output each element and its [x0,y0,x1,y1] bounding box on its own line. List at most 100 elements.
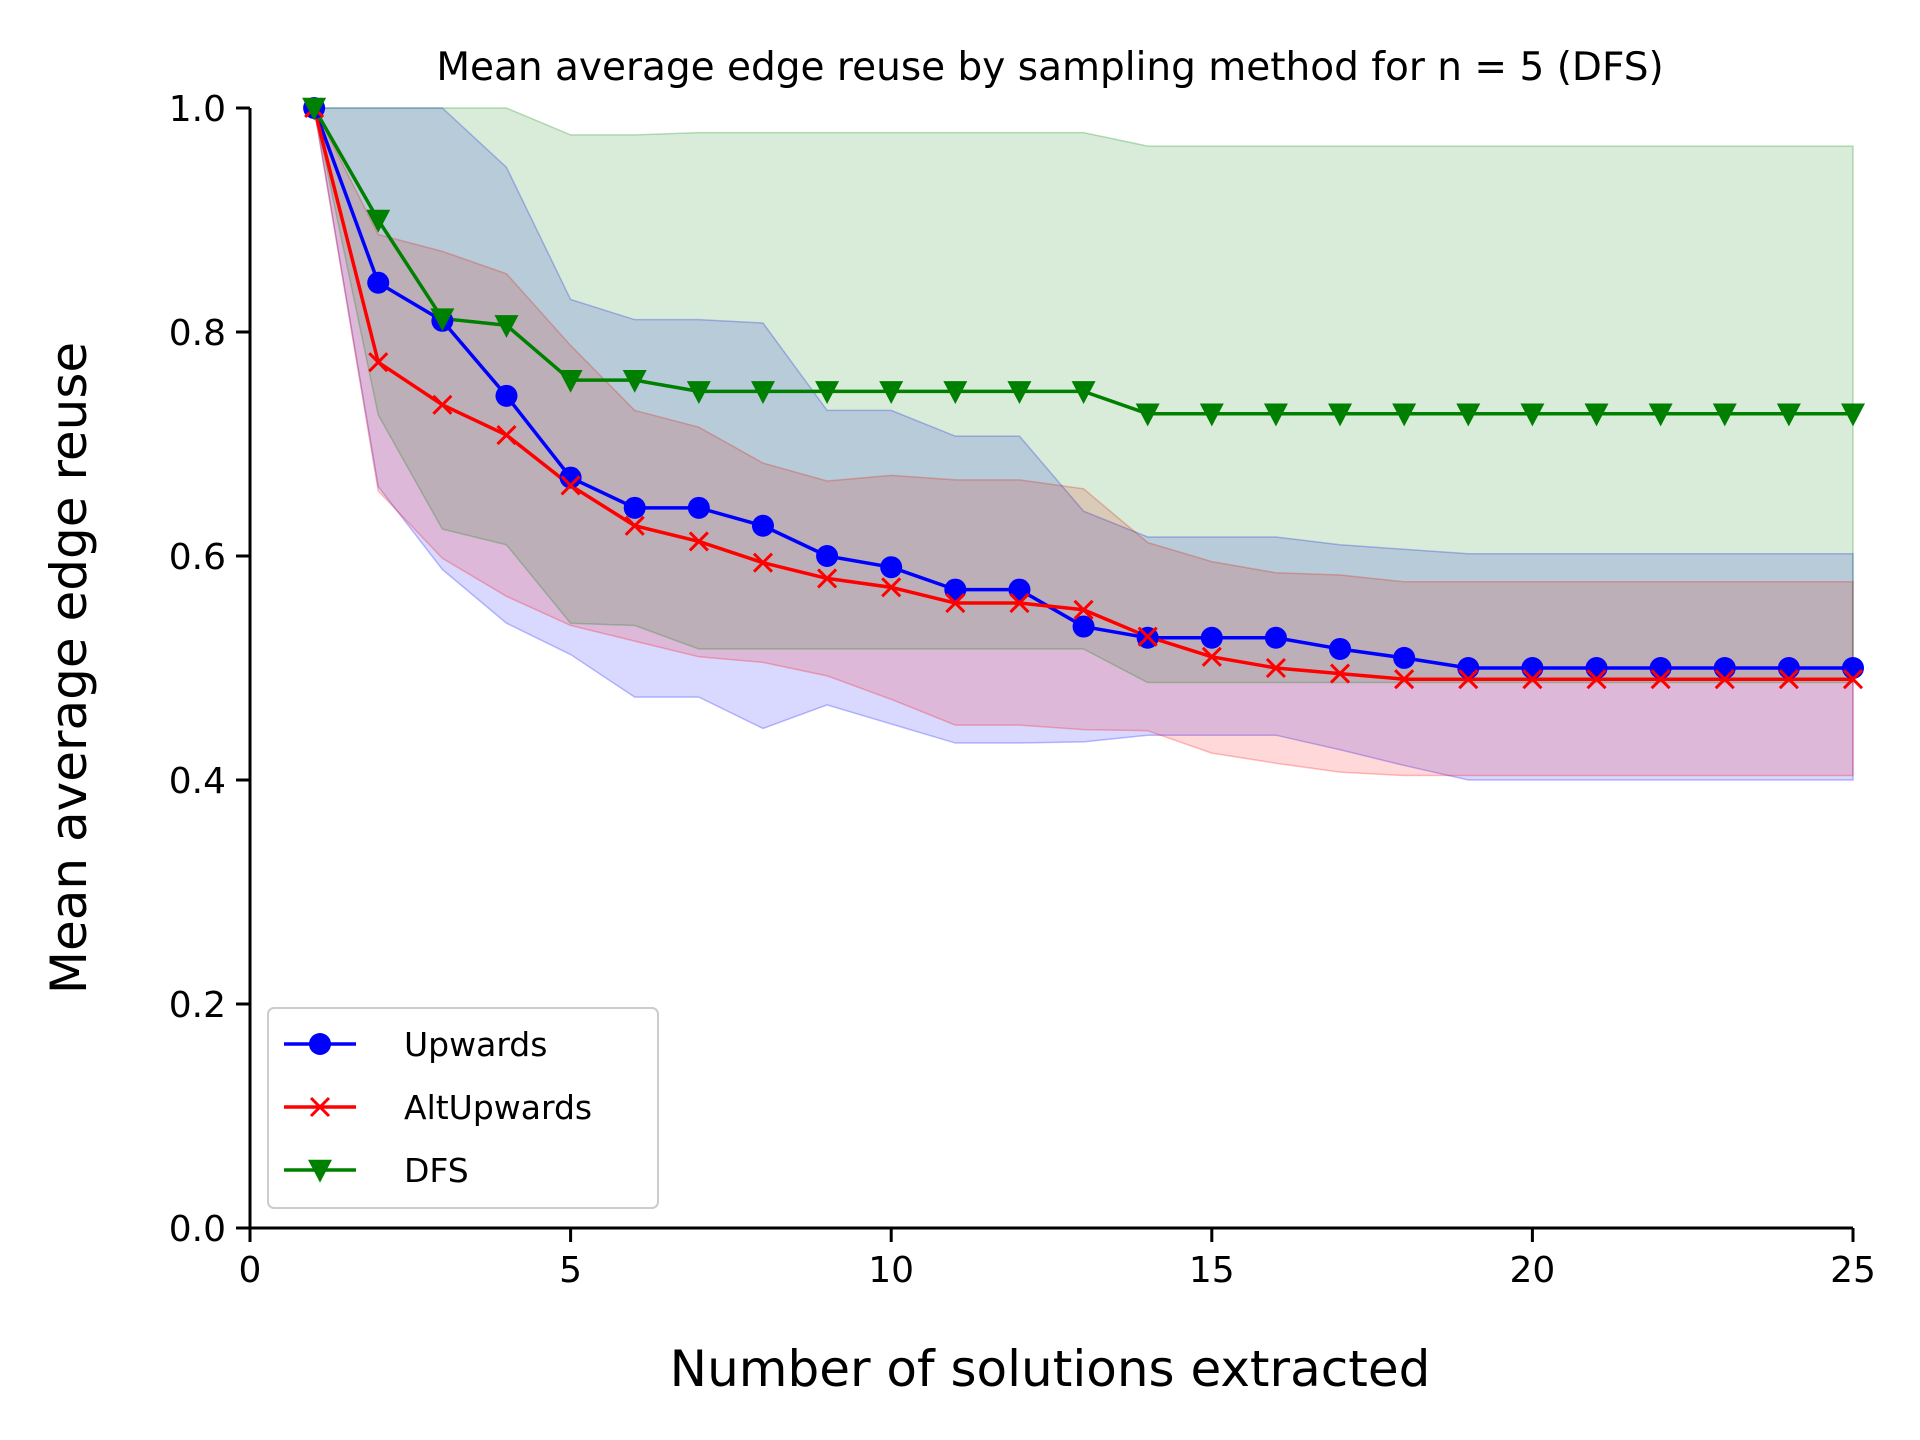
altupwards-point-stroke-b [817,568,838,589]
x-tick-label: 25 [1830,1250,1876,1291]
altupwards-point-stroke-b [368,352,389,373]
altupwards-point [1650,669,1671,690]
altupwards-point [881,577,902,598]
y-axis-label: Mean average edge reuse [40,342,98,994]
altupwards-point-stroke-b [881,577,902,598]
upwards-point [816,545,839,567]
altupwards-point [1458,669,1479,690]
dfs-point [366,209,391,233]
altupwards-point-stroke-b [1586,669,1607,690]
y-tick-label: 0.4 [169,761,226,802]
upwards-point [1264,626,1287,649]
altupwards-point-stroke-b [1650,669,1671,690]
altupwards-point-stroke-b [1778,669,1799,690]
y-tick-label: 1.0 [169,89,226,130]
dfs-point [1135,403,1160,427]
altupwards-point-stroke-b [752,552,774,573]
altupwards-point [368,352,389,373]
upwards-point [1842,657,1864,679]
legend-item-upwards: Upwards [284,1025,547,1064]
altupwards-point [496,424,517,446]
legend-marker [309,1033,331,1055]
altupwards-point-stroke-b [1137,626,1158,647]
ticks: 0 5 10 15 20 25 0.0 0.2 0.4 0.6 0.8 1.0 [169,89,1876,1291]
series-markers [302,97,1865,690]
altupwards-point [1522,669,1543,690]
dfs-point [1584,403,1609,427]
legend-label: DFS [404,1151,469,1190]
dfs-point [1456,403,1481,427]
dfs-point [815,381,840,404]
y-tick-label: 0.8 [169,313,226,354]
legend-item-dfs: DFS [284,1151,469,1190]
dfs-point [1648,403,1673,427]
legend-label: AltUpwards [404,1088,592,1127]
dfs-point [750,381,775,404]
x-tick-label: 5 [559,1250,582,1291]
upwards-point [1457,657,1480,679]
legend-marker-stroke-b [309,1096,331,1118]
y-tick-label: 0.6 [169,537,226,578]
upwards-point [559,466,582,489]
dfs-point [1328,403,1353,427]
upwards-point [944,578,967,601]
dfs-point [622,369,647,393]
altupwards-point-stroke-b [1009,592,1030,614]
altupwards-point-stroke-b [1458,669,1479,690]
y-tick-label: 0.2 [169,985,226,1026]
altupwards-point [1201,646,1222,667]
altupwards-point-stroke-b [1265,657,1286,679]
upwards-point [1713,657,1736,679]
upwards-point [495,384,518,407]
dfs-point [1007,381,1032,404]
upwards-point [1072,615,1095,638]
upwards-point [623,496,646,519]
upwards-point [1008,578,1031,601]
upwards-point [880,556,903,579]
dfs-point [1841,403,1865,427]
legend-marker [309,1096,331,1118]
altupwards-point-stroke-b [432,394,453,415]
altupwards-point [1394,669,1415,690]
dfs-point [558,369,583,393]
altupwards-point [1265,657,1286,679]
altupwards-point [1778,669,1799,690]
altupwards-point [560,475,581,496]
altupwards-point [624,515,645,536]
altupwards-point-stroke-b [624,515,645,536]
upwards-point [1521,657,1544,679]
altupwards-point [688,531,709,552]
x-tick-label: 10 [868,1250,914,1291]
chart-title: Mean average edge reuse by sampling meth… [436,45,1663,90]
altupwards-point-stroke-b [1714,669,1735,690]
dfs-point [686,381,711,404]
dfs-point [302,97,327,121]
dfs-point [1263,403,1288,427]
altupwards-point [1009,592,1030,614]
altupwards-point-stroke-b [688,531,709,552]
upwards-point [1777,657,1800,679]
altupwards-point-stroke-b [1329,663,1351,684]
upwards-point [1200,626,1223,649]
altupwards-point [1137,626,1158,647]
altupwards-point-stroke-b [1522,669,1543,690]
x-tick-label: 15 [1189,1250,1235,1291]
dfs-point [1199,403,1224,427]
altupwards-point-stroke-b [496,424,517,446]
dfs-point [494,315,519,338]
legend-label: Upwards [404,1025,547,1064]
axes [248,108,1853,1230]
dfs-point [1712,403,1737,427]
dfs-point [1520,403,1545,427]
upwards-point [1393,646,1416,669]
upwards-point [1649,657,1672,679]
altupwards-point [432,394,453,415]
upwards-point [687,496,710,519]
altupwards-point [752,552,774,573]
altupwards-point [945,592,966,614]
altupwards-point [1073,599,1094,620]
y-tick-label: 0.0 [169,1209,226,1250]
altupwards-point-stroke-b [1073,599,1094,620]
legend-marker [308,1159,332,1183]
